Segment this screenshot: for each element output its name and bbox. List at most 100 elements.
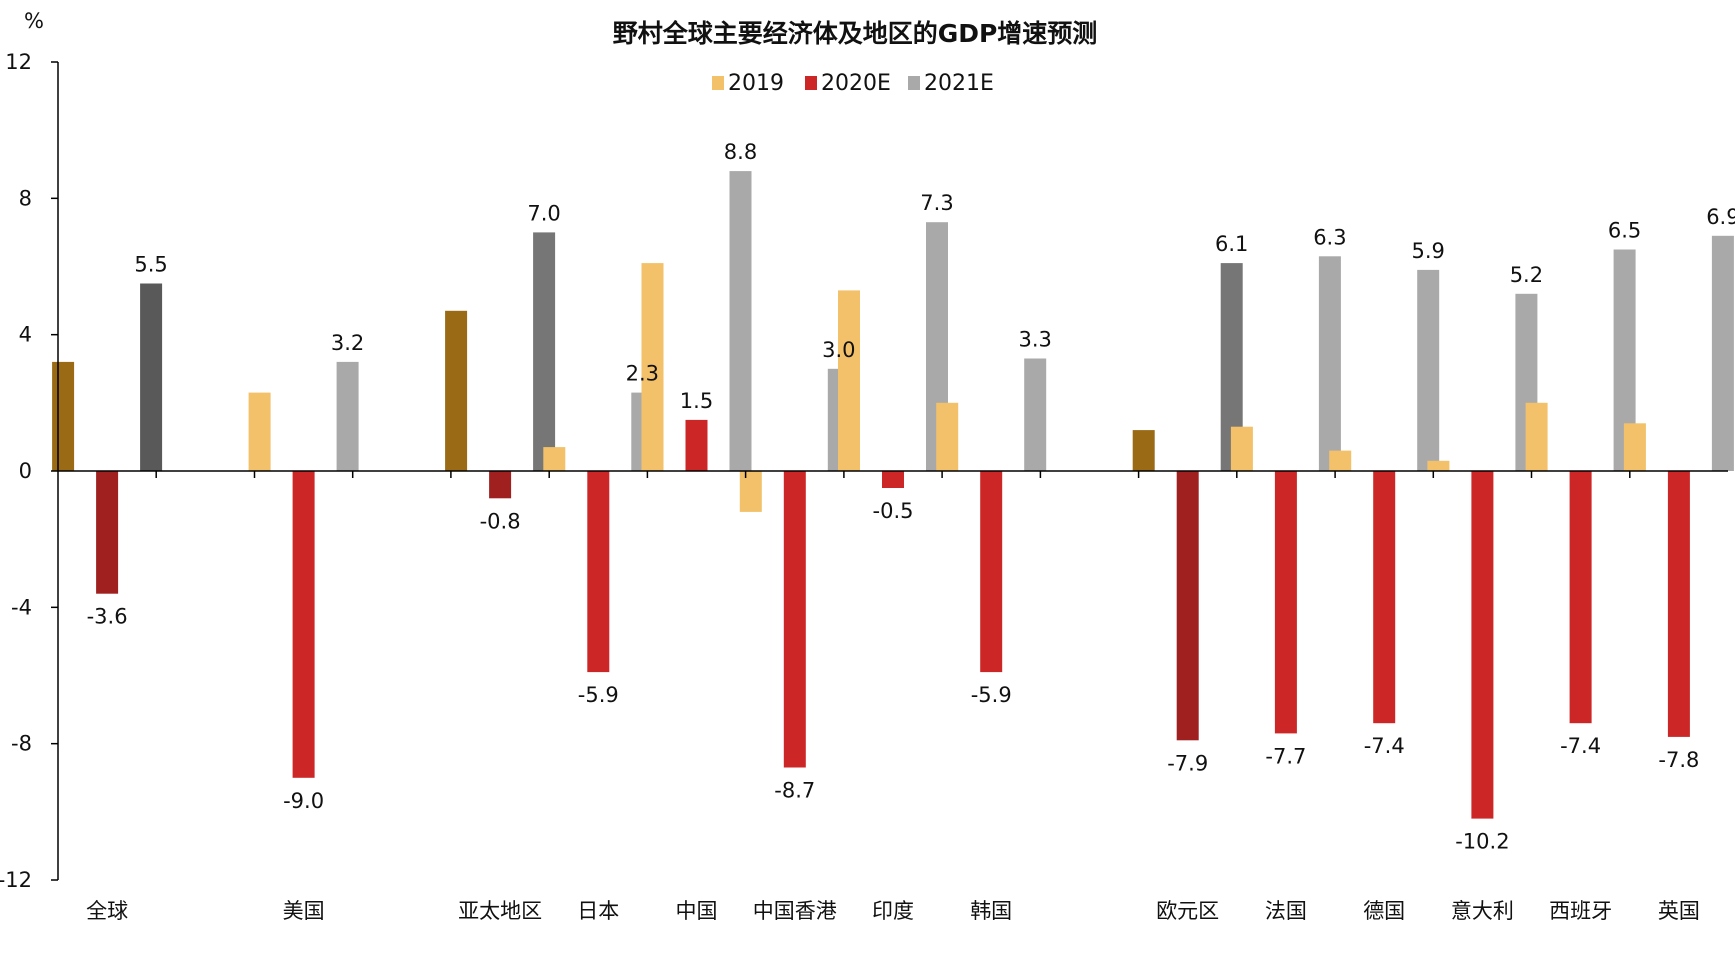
data-label-2021E-亚太地区: 7.0 [527,201,560,225]
category-label-德国: 德国 [1363,899,1405,923]
category-label-中国: 中国 [676,899,718,923]
bar-2019-意大利 [1427,460,1450,471]
legend-label-2020E: 2020E [821,71,891,96]
bar-2019-日本 [543,447,566,471]
bar-2021E-韩国 [1024,358,1047,471]
data-label-2020E-英国: -7.8 [1658,748,1699,772]
data-label-2020E-韩国: -5.9 [971,683,1012,707]
bar-2019-欧元区 [1132,430,1155,471]
category-label-英国: 英国 [1658,899,1700,923]
y-tick-label: -12 [0,868,32,892]
data-label-2021E-韩国: 3.3 [1018,328,1051,352]
bar-2020E-日本 [587,471,610,673]
bar-2020E-英国 [1667,471,1690,737]
bars [52,171,1734,819]
bar-2020E-意大利 [1471,471,1494,819]
bar-2020E-欧元区 [1176,471,1199,741]
data-label-2020E-美国: -9.0 [283,789,324,813]
category-label-西班牙: 西班牙 [1549,899,1612,923]
y-tick-label: 0 [19,459,32,483]
data-label-2020E-中国香港: -8.7 [774,779,815,803]
bar-2021E-中国 [729,171,752,471]
bar-2021E-德国 [1417,269,1440,471]
bar-2020E-韩国 [980,471,1003,673]
data-label-2021E-全球: 5.5 [134,253,167,277]
data-label-2020E-全球: -3.6 [87,605,128,629]
data-label-2021E-法国: 6.3 [1313,225,1346,249]
data-label-2021E-中国: 8.8 [724,140,757,164]
category-label-欧元区: 欧元区 [1156,899,1219,923]
data-label-2021E-德国: 5.9 [1411,239,1444,263]
data-label-2020E-印度: -0.5 [873,499,914,523]
bar-2019-中国香港 [739,471,762,512]
bar-2021E-法国 [1318,256,1341,471]
data-label-2021E-日本: 2.3 [626,362,659,386]
bar-2020E-美国 [292,471,315,778]
data-label-2020E-日本: -5.9 [578,683,619,707]
legend: 2019 2020E 2021E [712,71,994,96]
category-label-中国香港: 中国香港 [753,899,837,923]
bar-2021E-欧元区 [1220,263,1243,471]
bar-2019-中国 [641,263,664,471]
y-tick-label: 4 [19,323,32,347]
bar-2020E-全球 [96,471,119,594]
data-label-2021E-西班牙: 6.5 [1608,219,1641,243]
bar-2020E-法国 [1274,471,1297,734]
bar-2019-德国 [1329,450,1352,471]
bar-2021E-西班牙 [1613,249,1636,471]
y-axis-unit: % [24,9,44,33]
data-label-2021E-印度: 7.3 [920,191,953,215]
category-label-法国: 法国 [1265,899,1307,923]
chart-title: 野村全球主要经济体及地区的GDP增速预测 [613,19,1098,48]
data-label-2020E-德国: -7.4 [1364,734,1405,758]
data-label-2021E-美国: 3.2 [331,331,364,355]
bar-2019-韩国 [936,402,959,471]
data-label-2020E-西班牙: -7.4 [1560,734,1601,758]
data-label-2020E-欧元区: -7.9 [1167,751,1208,775]
category-label-韩国: 韩国 [970,899,1012,923]
bar-2019-法国 [1230,426,1253,471]
category-label-亚太地区: 亚太地区 [458,899,542,923]
legend-label-2021E: 2021E [924,71,994,96]
bar-2019-全球 [52,361,75,471]
bar-2019-美国 [248,392,271,471]
bar-2019-亚太地区 [445,310,468,471]
bar-2020E-中国香港 [783,471,806,768]
category-label-日本: 日本 [577,899,619,923]
bar-2019-印度 [838,290,860,471]
bar-2019-西班牙 [1525,402,1548,471]
y-tick-label: -8 [11,732,32,756]
y-tick-label: 8 [19,186,32,210]
legend-swatch-2021E [908,76,920,90]
data-label-2021E-欧元区: 6.1 [1215,232,1248,256]
data-label-2021E-英国: 6.9 [1706,205,1735,229]
data-label-2020E-法国: -7.7 [1265,744,1306,768]
category-label-印度: 印度 [872,899,914,923]
y-tick-label: -4 [11,595,32,619]
bar-2020E-印度 [882,471,904,488]
legend-swatch-2019 [712,76,724,90]
data-label-2020E-亚太地区: -0.8 [480,509,521,533]
axes: 12 8 4 0 -4 -8 -12 [0,50,1728,892]
data-labels: -3.6 5.5 -9.0 3.2 -0.8 7.0 -5.9 2.3 1.5 8.8 -8.7 3.… [87,140,1735,854]
bar-2021E-英国 [1711,235,1734,471]
y-tick-label: 12 [5,50,32,74]
bar-2020E-亚太地区 [489,471,512,499]
category-labels: 全球 美国 亚太地区 日本 中国 中国香港 印度 韩国 欧元区 法国 德国 意大利 西班牙 英国 [86,899,1700,923]
bar-2019-英国 [1623,423,1646,471]
category-label-意大利: 意大利 [1451,899,1514,923]
bar-2021E-美国 [336,361,359,471]
bar-2020E-德国 [1373,471,1396,724]
data-label-2021E-意大利: 5.2 [1510,263,1543,287]
data-label-2020E-中国: 1.5 [680,389,713,413]
category-label-全球: 全球 [86,899,128,923]
bar-2020E-西班牙 [1569,471,1592,724]
category-label-美国: 美国 [283,899,325,923]
bar-2021E-全球 [140,283,163,471]
legend-swatch-2020E [805,76,817,90]
legend-label-2019: 2019 [728,71,784,96]
bar-2020E-中国 [685,419,708,471]
data-label-2020E-意大利: -10.2 [1455,830,1509,854]
